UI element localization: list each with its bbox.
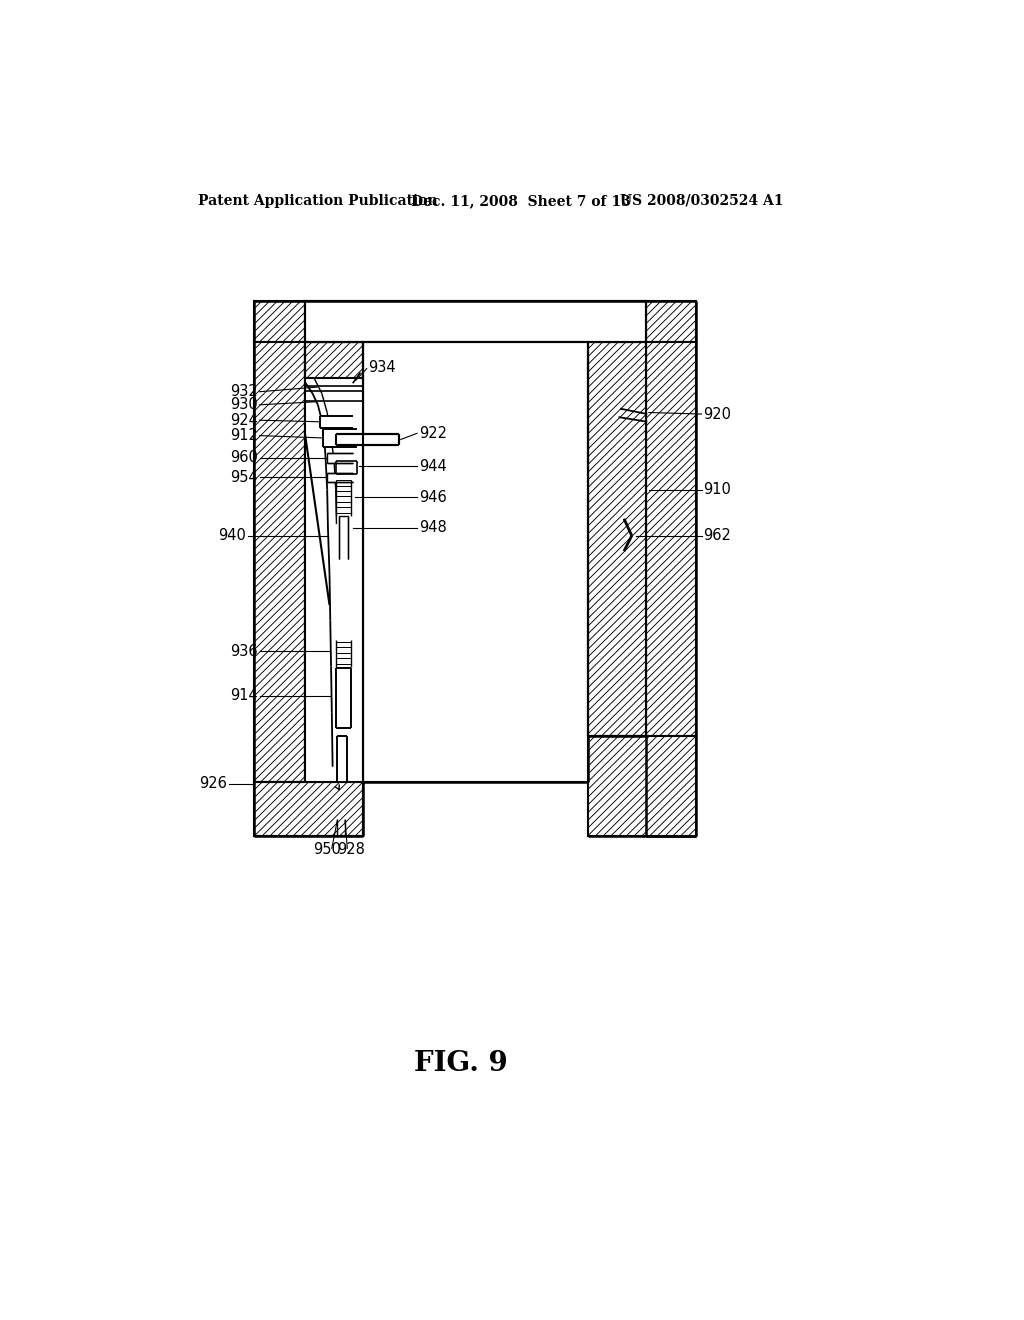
Text: 948: 948 — [419, 520, 446, 536]
Text: US 2008/0302524 A1: US 2008/0302524 A1 — [621, 194, 783, 207]
FancyBboxPatch shape — [321, 416, 352, 428]
Polygon shape — [254, 342, 305, 781]
Polygon shape — [588, 737, 696, 836]
Polygon shape — [588, 342, 646, 737]
Polygon shape — [305, 342, 362, 781]
Text: 936: 936 — [230, 644, 258, 659]
Text: 930: 930 — [230, 397, 258, 412]
FancyBboxPatch shape — [336, 668, 351, 729]
Text: 910: 910 — [703, 482, 731, 498]
FancyBboxPatch shape — [328, 473, 352, 482]
Text: Patent Application Publication: Patent Application Publication — [198, 194, 437, 207]
Text: 946: 946 — [419, 490, 446, 504]
FancyBboxPatch shape — [328, 453, 352, 462]
Text: 934: 934 — [369, 360, 396, 375]
Text: 932: 932 — [230, 384, 258, 399]
Text: 960: 960 — [230, 450, 258, 466]
Polygon shape — [254, 781, 362, 836]
Text: 926: 926 — [200, 776, 227, 791]
FancyBboxPatch shape — [362, 342, 588, 781]
FancyBboxPatch shape — [336, 434, 399, 445]
Text: 922: 922 — [419, 426, 446, 441]
Polygon shape — [254, 301, 305, 342]
Text: 940: 940 — [218, 528, 246, 544]
FancyBboxPatch shape — [324, 429, 356, 447]
Text: 928: 928 — [337, 842, 366, 858]
Text: FIG. 9: FIG. 9 — [415, 1049, 508, 1077]
FancyBboxPatch shape — [336, 480, 351, 516]
Polygon shape — [646, 342, 696, 737]
Text: 920: 920 — [703, 407, 731, 421]
FancyBboxPatch shape — [336, 461, 357, 474]
Text: 944: 944 — [419, 459, 446, 474]
Text: 914: 914 — [230, 688, 258, 704]
FancyBboxPatch shape — [305, 378, 362, 781]
Text: Dec. 11, 2008  Sheet 7 of 13: Dec. 11, 2008 Sheet 7 of 13 — [411, 194, 631, 207]
Polygon shape — [646, 301, 696, 342]
FancyBboxPatch shape — [305, 301, 646, 342]
Text: 962: 962 — [703, 528, 731, 544]
FancyBboxPatch shape — [337, 737, 347, 781]
Text: 954: 954 — [230, 470, 258, 484]
Text: 924: 924 — [230, 413, 258, 428]
FancyBboxPatch shape — [336, 640, 351, 667]
Text: 950: 950 — [313, 842, 341, 858]
FancyBboxPatch shape — [339, 516, 348, 558]
Text: 912: 912 — [230, 428, 258, 444]
